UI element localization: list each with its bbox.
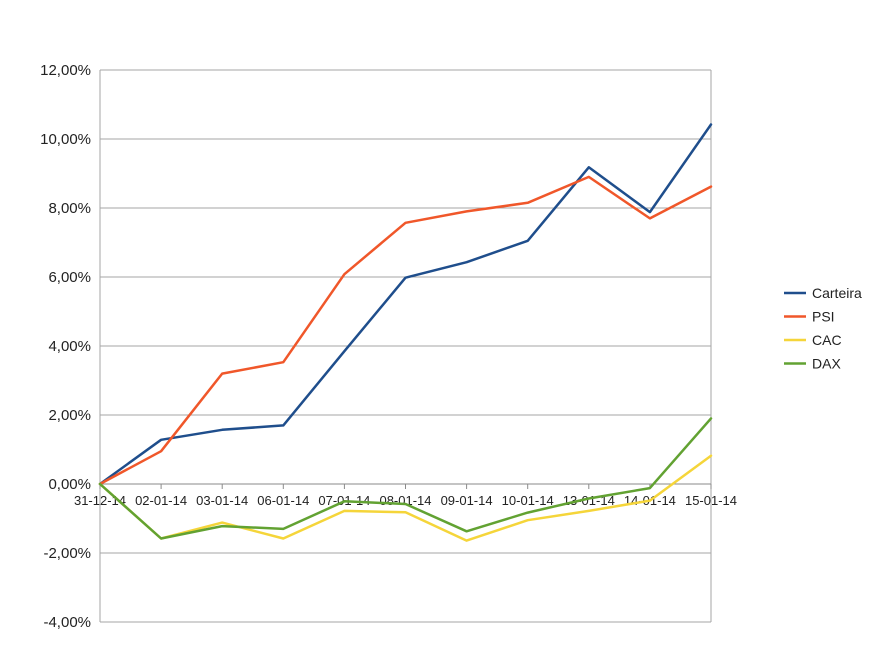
y-tick-label: 10,00% xyxy=(40,131,91,148)
y-tick-label: -4,00% xyxy=(43,614,91,631)
y-tick-label: 6,00% xyxy=(48,269,91,286)
series-line-carteira xyxy=(98,123,713,486)
legend-label: CAC xyxy=(812,332,842,348)
gridlines xyxy=(100,69,711,623)
x-tick-label: 09-01-14 xyxy=(441,493,493,508)
x-tick-label: 10-01-14 xyxy=(502,493,554,508)
legend-label: DAX xyxy=(812,356,841,372)
y-tick-label: 12,00% xyxy=(40,62,91,79)
x-tick-label: 03-01-14 xyxy=(196,493,248,508)
x-tick-label: 06-01-14 xyxy=(257,493,309,508)
y-tick-label: 0,00% xyxy=(48,476,91,493)
x-tick-label: 08-01-14 xyxy=(379,493,431,508)
series-lines xyxy=(98,123,713,542)
series-line-cac xyxy=(98,454,713,542)
x-tick-label: 02-01-14 xyxy=(135,493,187,508)
legend: Carteira PSI CAC DAX xyxy=(784,285,862,372)
y-tick-label: 8,00% xyxy=(48,200,91,217)
x-tick-label: 15-01-14 xyxy=(685,493,737,508)
legend-label: Carteira xyxy=(812,285,862,301)
y-tick-label: 4,00% xyxy=(48,338,91,355)
y-axis-tick-labels: -4,00% -2,00% 0,00% 2,00% 4,00% 6,00% 8,00% 10,… xyxy=(40,62,91,631)
y-tick-label: 2,00% xyxy=(48,407,91,424)
y-tick-label: -2,00% xyxy=(43,545,91,562)
series-line-psi xyxy=(98,175,713,486)
legend-label: PSI xyxy=(812,309,835,325)
series-line-dax xyxy=(98,417,713,540)
